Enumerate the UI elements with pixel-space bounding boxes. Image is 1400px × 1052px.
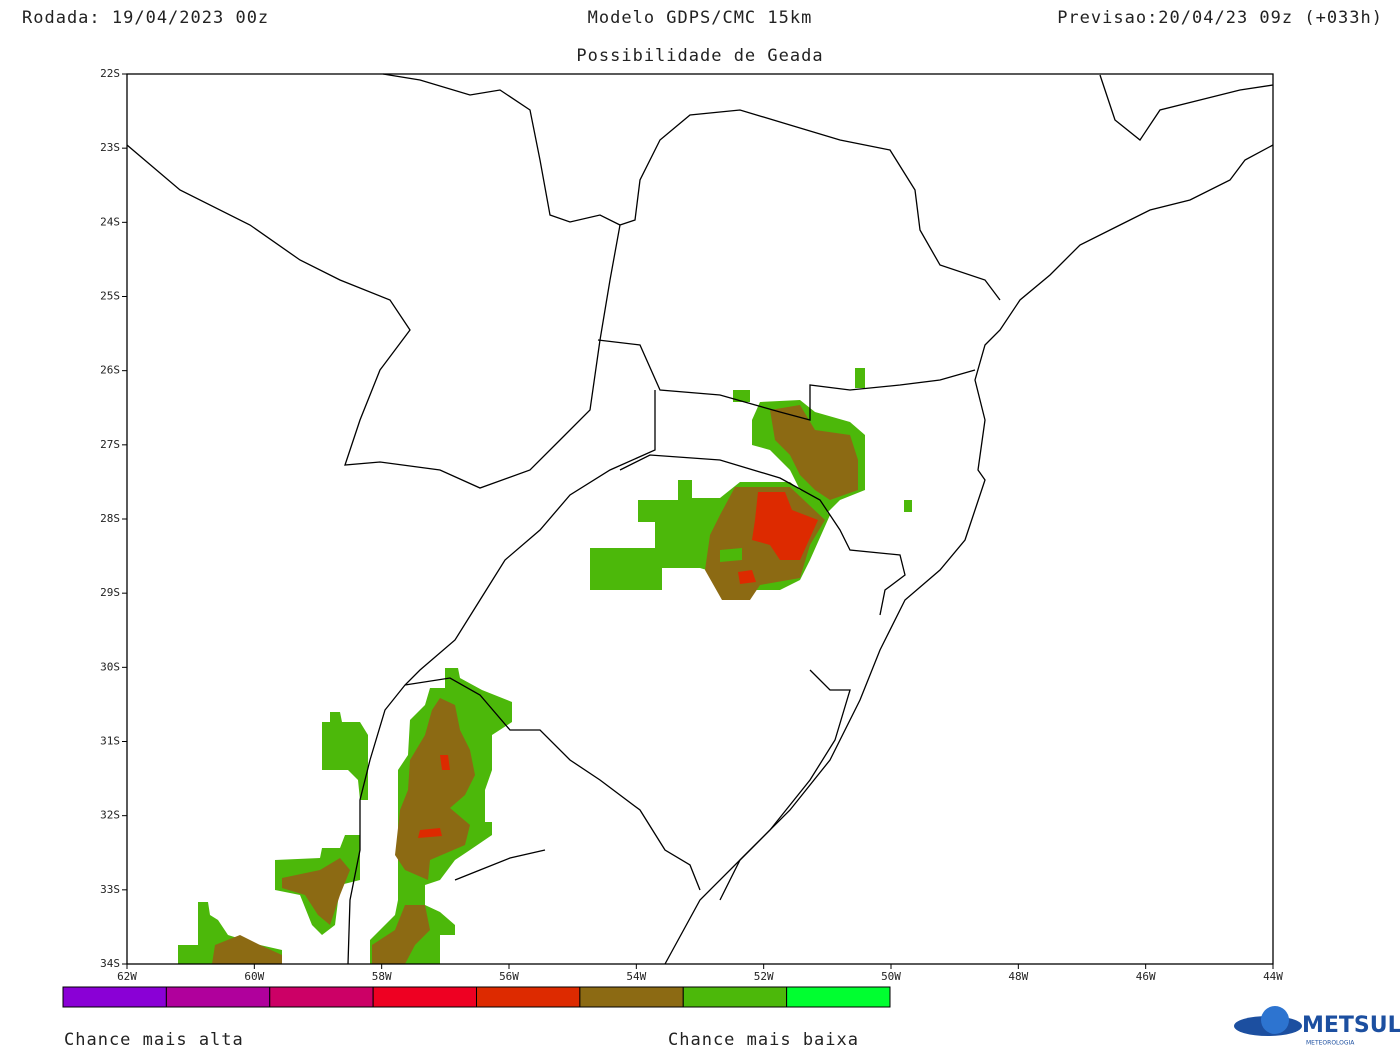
lat-tick-label: 33S [100, 883, 120, 896]
frost-area [212, 935, 282, 964]
frost-area [440, 755, 450, 770]
logo-globe [1261, 1006, 1289, 1034]
frost-area [322, 712, 368, 800]
coastline [1099, 74, 1274, 141]
frost-area [720, 548, 742, 562]
lat-tick-label: 24S [100, 215, 120, 228]
frost-area [770, 405, 858, 500]
lat-tick-label: 31S [100, 735, 120, 748]
lat-tick-label: 26S [100, 364, 120, 377]
frost-area [855, 368, 865, 388]
colorbar-box [165, 986, 271, 1008]
lat-tick-label: 27S [100, 438, 120, 451]
frost-area [418, 828, 442, 838]
lat-tick-label: 28S [100, 512, 120, 525]
lon-tick-label: 44W [1263, 970, 1283, 983]
border-line [597, 339, 976, 421]
border-line [404, 677, 701, 891]
lon-tick-label: 46W [1136, 970, 1156, 983]
frost-area [282, 858, 350, 925]
lon-tick-label: 62W [117, 970, 137, 983]
map-title: Possibilidade de Geada [576, 46, 823, 66]
lon-tick-label: 58W [372, 970, 392, 983]
axes: 22S23S24S25S26S27S28S29S30S31S32S33S34S6… [100, 67, 1283, 983]
lat-tick-label: 23S [100, 141, 120, 154]
lat-tick-label: 34S [100, 957, 120, 970]
lat-tick-label: 32S [100, 809, 120, 822]
run-label: Rodada: 19/04/2023 00z [22, 8, 269, 28]
frost-area [395, 698, 475, 880]
lagoon [719, 669, 851, 901]
logo: METSUL METEOROLOGIA [1234, 1006, 1400, 1047]
colorbar-box [269, 986, 374, 1008]
lat-tick-label: 30S [100, 660, 120, 673]
frost-area [372, 905, 430, 964]
river [454, 849, 546, 881]
colorbar-box [579, 986, 684, 1008]
borders [126, 73, 1274, 965]
border-line [382, 73, 621, 226]
lon-tick-label: 54W [626, 970, 646, 983]
colorbar-box [62, 986, 167, 1008]
lat-tick-label: 25S [100, 290, 120, 303]
coastline [664, 144, 1274, 965]
border-line [619, 454, 906, 616]
colorbar-box [476, 986, 581, 1008]
model-label: Modelo GDPS/CMC 15km [588, 8, 813, 28]
lat-tick-label: 29S [100, 586, 120, 599]
logo-name: METSUL [1302, 1013, 1400, 1038]
frost-areas [178, 368, 912, 964]
colorbar-box [786, 986, 891, 1008]
lat-tick-label: 22S [100, 67, 120, 80]
forecast-label: Previsao:20/04/23 09z (+033h) [1057, 8, 1383, 28]
lon-tick-label: 60W [244, 970, 264, 983]
frost-area [904, 500, 912, 512]
frost-area [738, 570, 756, 584]
lon-tick-label: 56W [499, 970, 519, 983]
lon-tick-label: 48W [1008, 970, 1028, 983]
legend-low-label: Chance mais baixa [668, 1030, 859, 1050]
colorbar-box [372, 986, 477, 1008]
frost-area [752, 492, 818, 560]
legend-high-label: Chance mais alta [64, 1030, 244, 1050]
border-line [347, 390, 656, 965]
logo-tagline: METEOROLOGIA [1306, 1040, 1355, 1047]
border-line [126, 109, 1001, 489]
lon-tick-label: 52W [754, 970, 774, 983]
lon-tick-label: 50W [881, 970, 901, 983]
colorbar-box [682, 986, 788, 1008]
colorbar [62, 986, 891, 1008]
